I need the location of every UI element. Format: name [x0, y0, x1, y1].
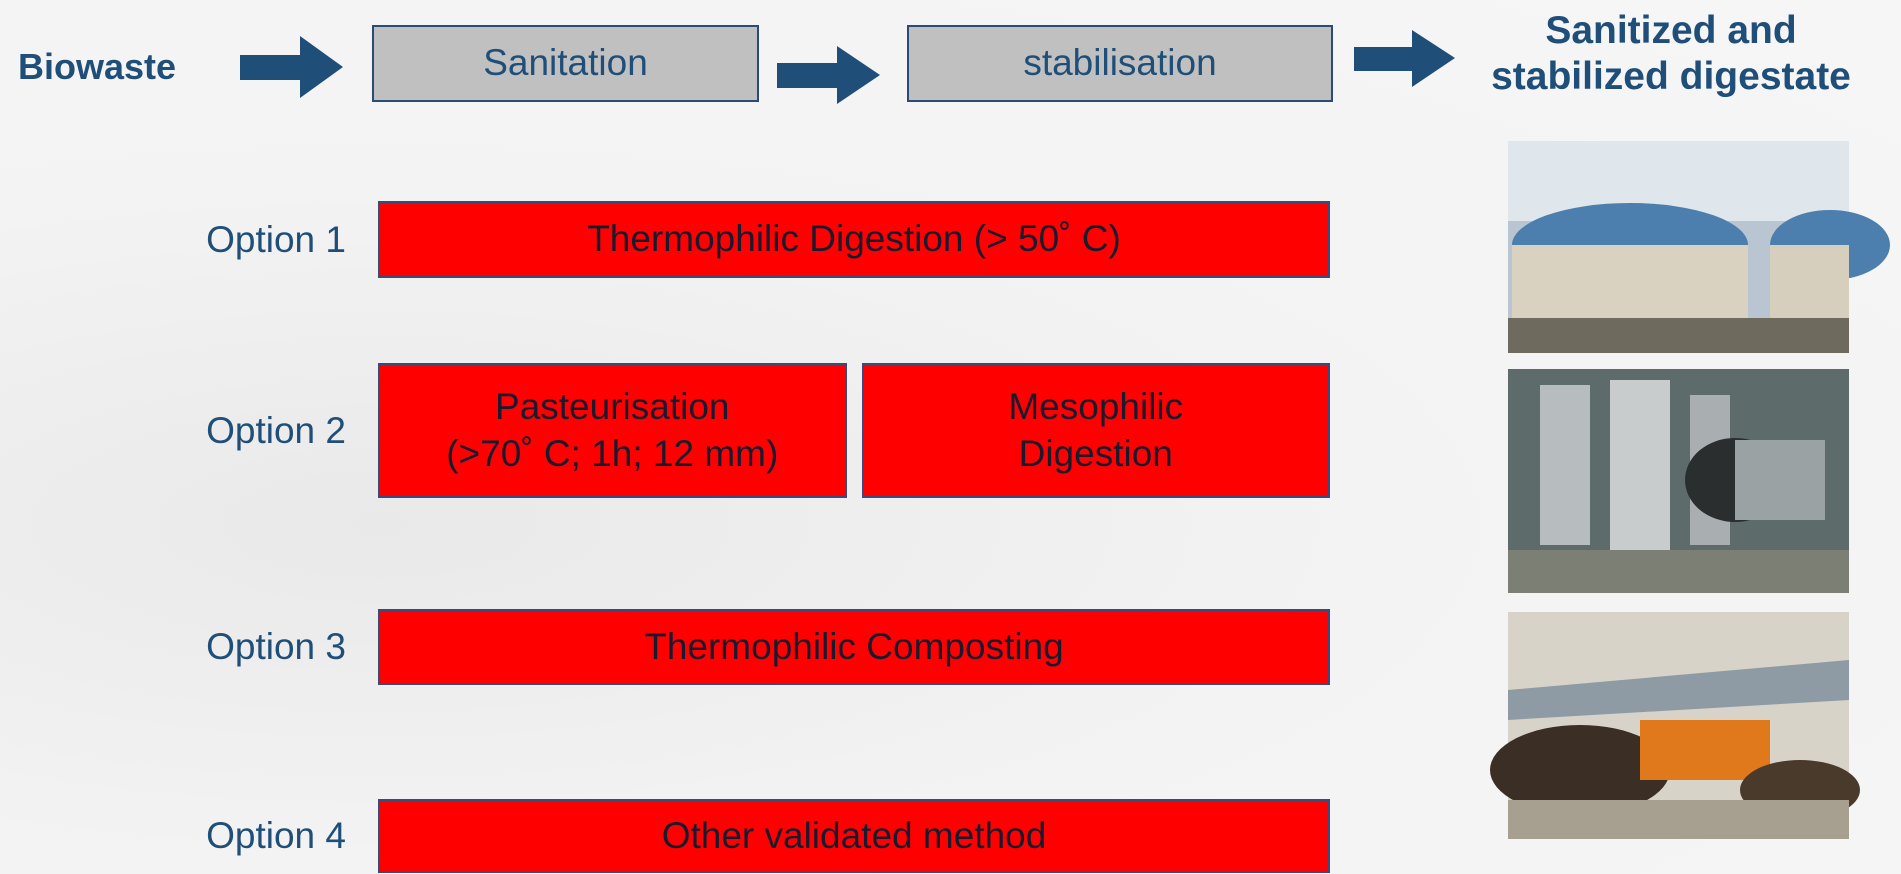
output-line: Sanitized and [1450, 8, 1892, 54]
photo-plant [1508, 369, 1849, 593]
step-label: stabilisation [1023, 40, 1216, 86]
option-box: Pasteurisation(>70˚ C; 1h; 12 mm) [378, 363, 847, 498]
photo-digester [1508, 141, 1890, 353]
option-text: Pasteurisation [495, 384, 729, 430]
arrow [777, 46, 880, 104]
option-box: Thermophilic Digestion (> 50˚ C) [378, 201, 1330, 278]
option-box: Thermophilic Composting [378, 609, 1330, 685]
option-text: Thermophilic Composting [644, 624, 1064, 670]
option-text: Other validated method [662, 813, 1047, 859]
step-box: Sanitation [372, 25, 759, 102]
output-label: Sanitized and stabilized digestate [1450, 8, 1892, 99]
option-text: (>70˚ C; 1h; 12 mm) [446, 431, 778, 477]
option-label: Option 2 [126, 410, 346, 452]
option-text: Thermophilic Digestion (> 50˚ C) [587, 216, 1121, 262]
option-text: Mesophilic [1008, 384, 1183, 430]
step-label: Sanitation [483, 40, 648, 86]
arrow [1354, 30, 1455, 87]
option-box: Other validated method [378, 799, 1330, 873]
page: Biowaste Sanitation stabilisation Saniti… [0, 0, 1901, 874]
option-label: Option 4 [126, 815, 346, 857]
output-line: stabilized digestate [1450, 54, 1892, 100]
photo-composting [1490, 612, 1860, 839]
option-label: Option 3 [126, 626, 346, 668]
step-box: stabilisation [907, 25, 1333, 102]
option-text: Digestion [1019, 431, 1173, 477]
arrow [240, 36, 343, 98]
option-label: Option 1 [126, 219, 346, 261]
